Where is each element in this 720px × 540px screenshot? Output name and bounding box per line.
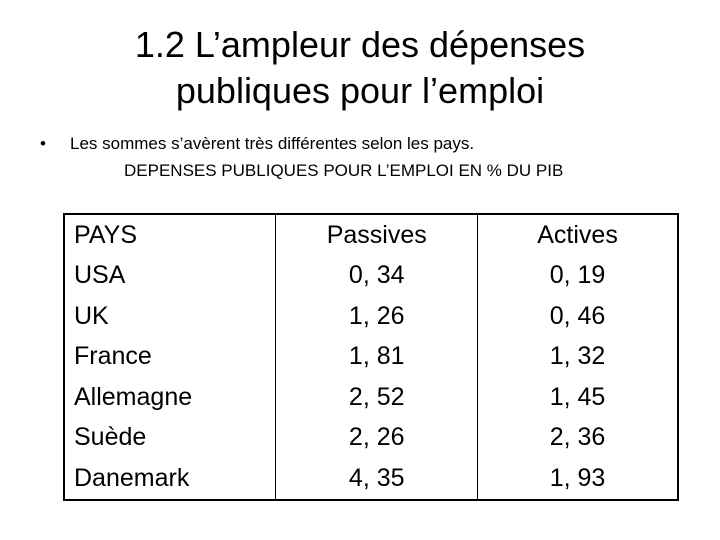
cell-actives: 0, 46 xyxy=(477,296,679,337)
bullet-item: • Les sommes s’avèrent très différentes s… xyxy=(40,133,474,155)
cell-actives: 1, 32 xyxy=(477,336,679,377)
cell-actives: 0, 19 xyxy=(477,255,679,296)
cell-actives: 1, 93 xyxy=(477,458,679,500)
table-row: UK 1, 26 0, 46 xyxy=(63,296,679,337)
slide-title-line-1: 1.2 L’ampleur des dépenses xyxy=(134,24,586,65)
cell-country: Suède xyxy=(63,417,277,458)
cell-passives: 0, 34 xyxy=(275,255,479,296)
header-pays: PAYS xyxy=(63,214,277,256)
cell-actives: 2, 36 xyxy=(477,417,679,458)
table-row: Allemagne 2, 52 1, 45 xyxy=(63,377,679,418)
table-row: USA 0, 34 0, 19 xyxy=(63,255,679,296)
table-row: France 1, 81 1, 32 xyxy=(63,336,679,377)
cell-country: USA xyxy=(63,255,277,296)
cell-passives: 1, 81 xyxy=(275,336,479,377)
cell-passives: 1, 26 xyxy=(275,296,479,337)
cell-country: Danemark xyxy=(63,458,277,500)
header-actives: Actives xyxy=(477,214,679,256)
bullet-text: Les sommes s’avèrent très différentes se… xyxy=(70,134,475,153)
cell-country: UK xyxy=(63,296,277,337)
table-header-row: PAYS Passives Actives xyxy=(63,214,679,256)
spending-table: PAYS Passives Actives USA 0, 34 0, 19 UK… xyxy=(63,213,679,501)
cell-actives: 1, 45 xyxy=(477,377,679,418)
table-row: Suède 2, 26 2, 36 xyxy=(63,417,679,458)
cell-country: Allemagne xyxy=(63,377,277,418)
slide-title-line-2: publiques pour l’emploi xyxy=(175,70,545,111)
table-row: Danemark 4, 35 1, 93 xyxy=(63,458,679,500)
cell-passives: 2, 52 xyxy=(275,377,479,418)
slide-title: 1.2 L’ampleur des dépenses publiques pou… xyxy=(0,22,720,114)
header-passives: Passives xyxy=(275,214,479,256)
bullet-icon: • xyxy=(40,134,46,153)
cell-country: France xyxy=(63,336,277,377)
cell-passives: 4, 35 xyxy=(275,458,479,500)
cell-passives: 2, 26 xyxy=(275,417,479,458)
table-caption: DEPENSES PUBLIQUES POUR L’EMPLOI EN % DU… xyxy=(124,161,564,180)
